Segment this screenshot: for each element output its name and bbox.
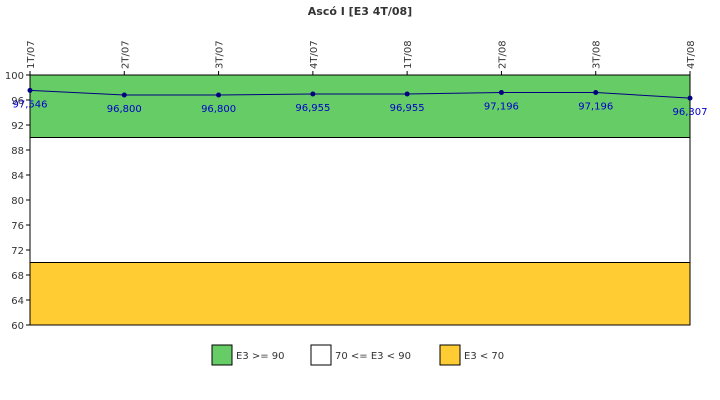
x-tick-label: 4T/07 [309, 40, 320, 69]
y-tick-label: 76 [11, 221, 24, 232]
legend-label: 70 <= E3 < 90 [335, 351, 411, 362]
data-label: 97,546 [13, 99, 48, 110]
x-tick-label: 3T/08 [592, 40, 603, 69]
data-label: 96,307 [673, 107, 708, 118]
series-line: 97,546 96,800 96,800 96,955 96,955 97,196 97,1… [13, 87, 708, 118]
band-2 [29, 262, 691, 326]
legend-label: E3 >= 90 [236, 351, 285, 362]
chart-title: Ascó I [E3 4T/08] [308, 5, 412, 18]
x-tick-label: 3T/07 [215, 40, 226, 69]
y-tick-label: 60 [11, 321, 24, 332]
y-tick-label: 84 [11, 171, 24, 182]
threshold-bands [29, 74, 691, 326]
data-label: 96,955 [390, 103, 425, 114]
legend-swatch [439, 344, 461, 366]
y-tick-label: 64 [11, 296, 24, 307]
x-tick-label: 2T/07 [120, 40, 131, 69]
legend: E3 >= 90 70 <= E3 < 90 E3 < 70 [211, 344, 504, 366]
data-point [593, 90, 599, 96]
data-point [121, 92, 127, 98]
y-axis: 60 64 68 72 76 80 84 88 92 96 100 [5, 71, 30, 332]
y-tick-label: 80 [11, 196, 24, 207]
data-point [687, 95, 693, 101]
data-label: 97,196 [578, 102, 613, 113]
series-line-path [29, 89, 691, 99]
data-label: 96,955 [295, 103, 330, 114]
x-tick-label: 1T/08 [403, 40, 414, 69]
y-tick-label: 72 [11, 246, 24, 257]
y-tick-label: 100 [5, 71, 24, 82]
y-tick-label: 68 [11, 271, 24, 282]
data-point [498, 90, 504, 96]
data-point [216, 92, 222, 98]
data-point [310, 91, 316, 97]
band-0 [29, 74, 691, 138]
data-point [404, 91, 410, 97]
legend-swatch [310, 344, 332, 366]
y-tick-label: 88 [11, 146, 24, 157]
legend-label: E3 < 70 [464, 351, 504, 362]
x-axis: 1T/07 2T/07 3T/07 4T/07 1T/08 2T/08 3T/08 4T/08 [26, 40, 697, 75]
x-tick-label: 4T/08 [686, 40, 697, 69]
y-tick-label: 96 [11, 96, 24, 107]
data-label: 96,800 [107, 104, 142, 115]
x-tick-label: 2T/08 [497, 40, 508, 69]
data-label: 96,800 [201, 104, 236, 115]
legend-swatch [211, 344, 233, 366]
data-label: 97,196 [484, 102, 519, 113]
data-point [27, 87, 33, 93]
x-tick-label: 1T/07 [26, 40, 37, 69]
y-tick-label: 92 [11, 121, 24, 132]
band-1 [29, 137, 691, 263]
